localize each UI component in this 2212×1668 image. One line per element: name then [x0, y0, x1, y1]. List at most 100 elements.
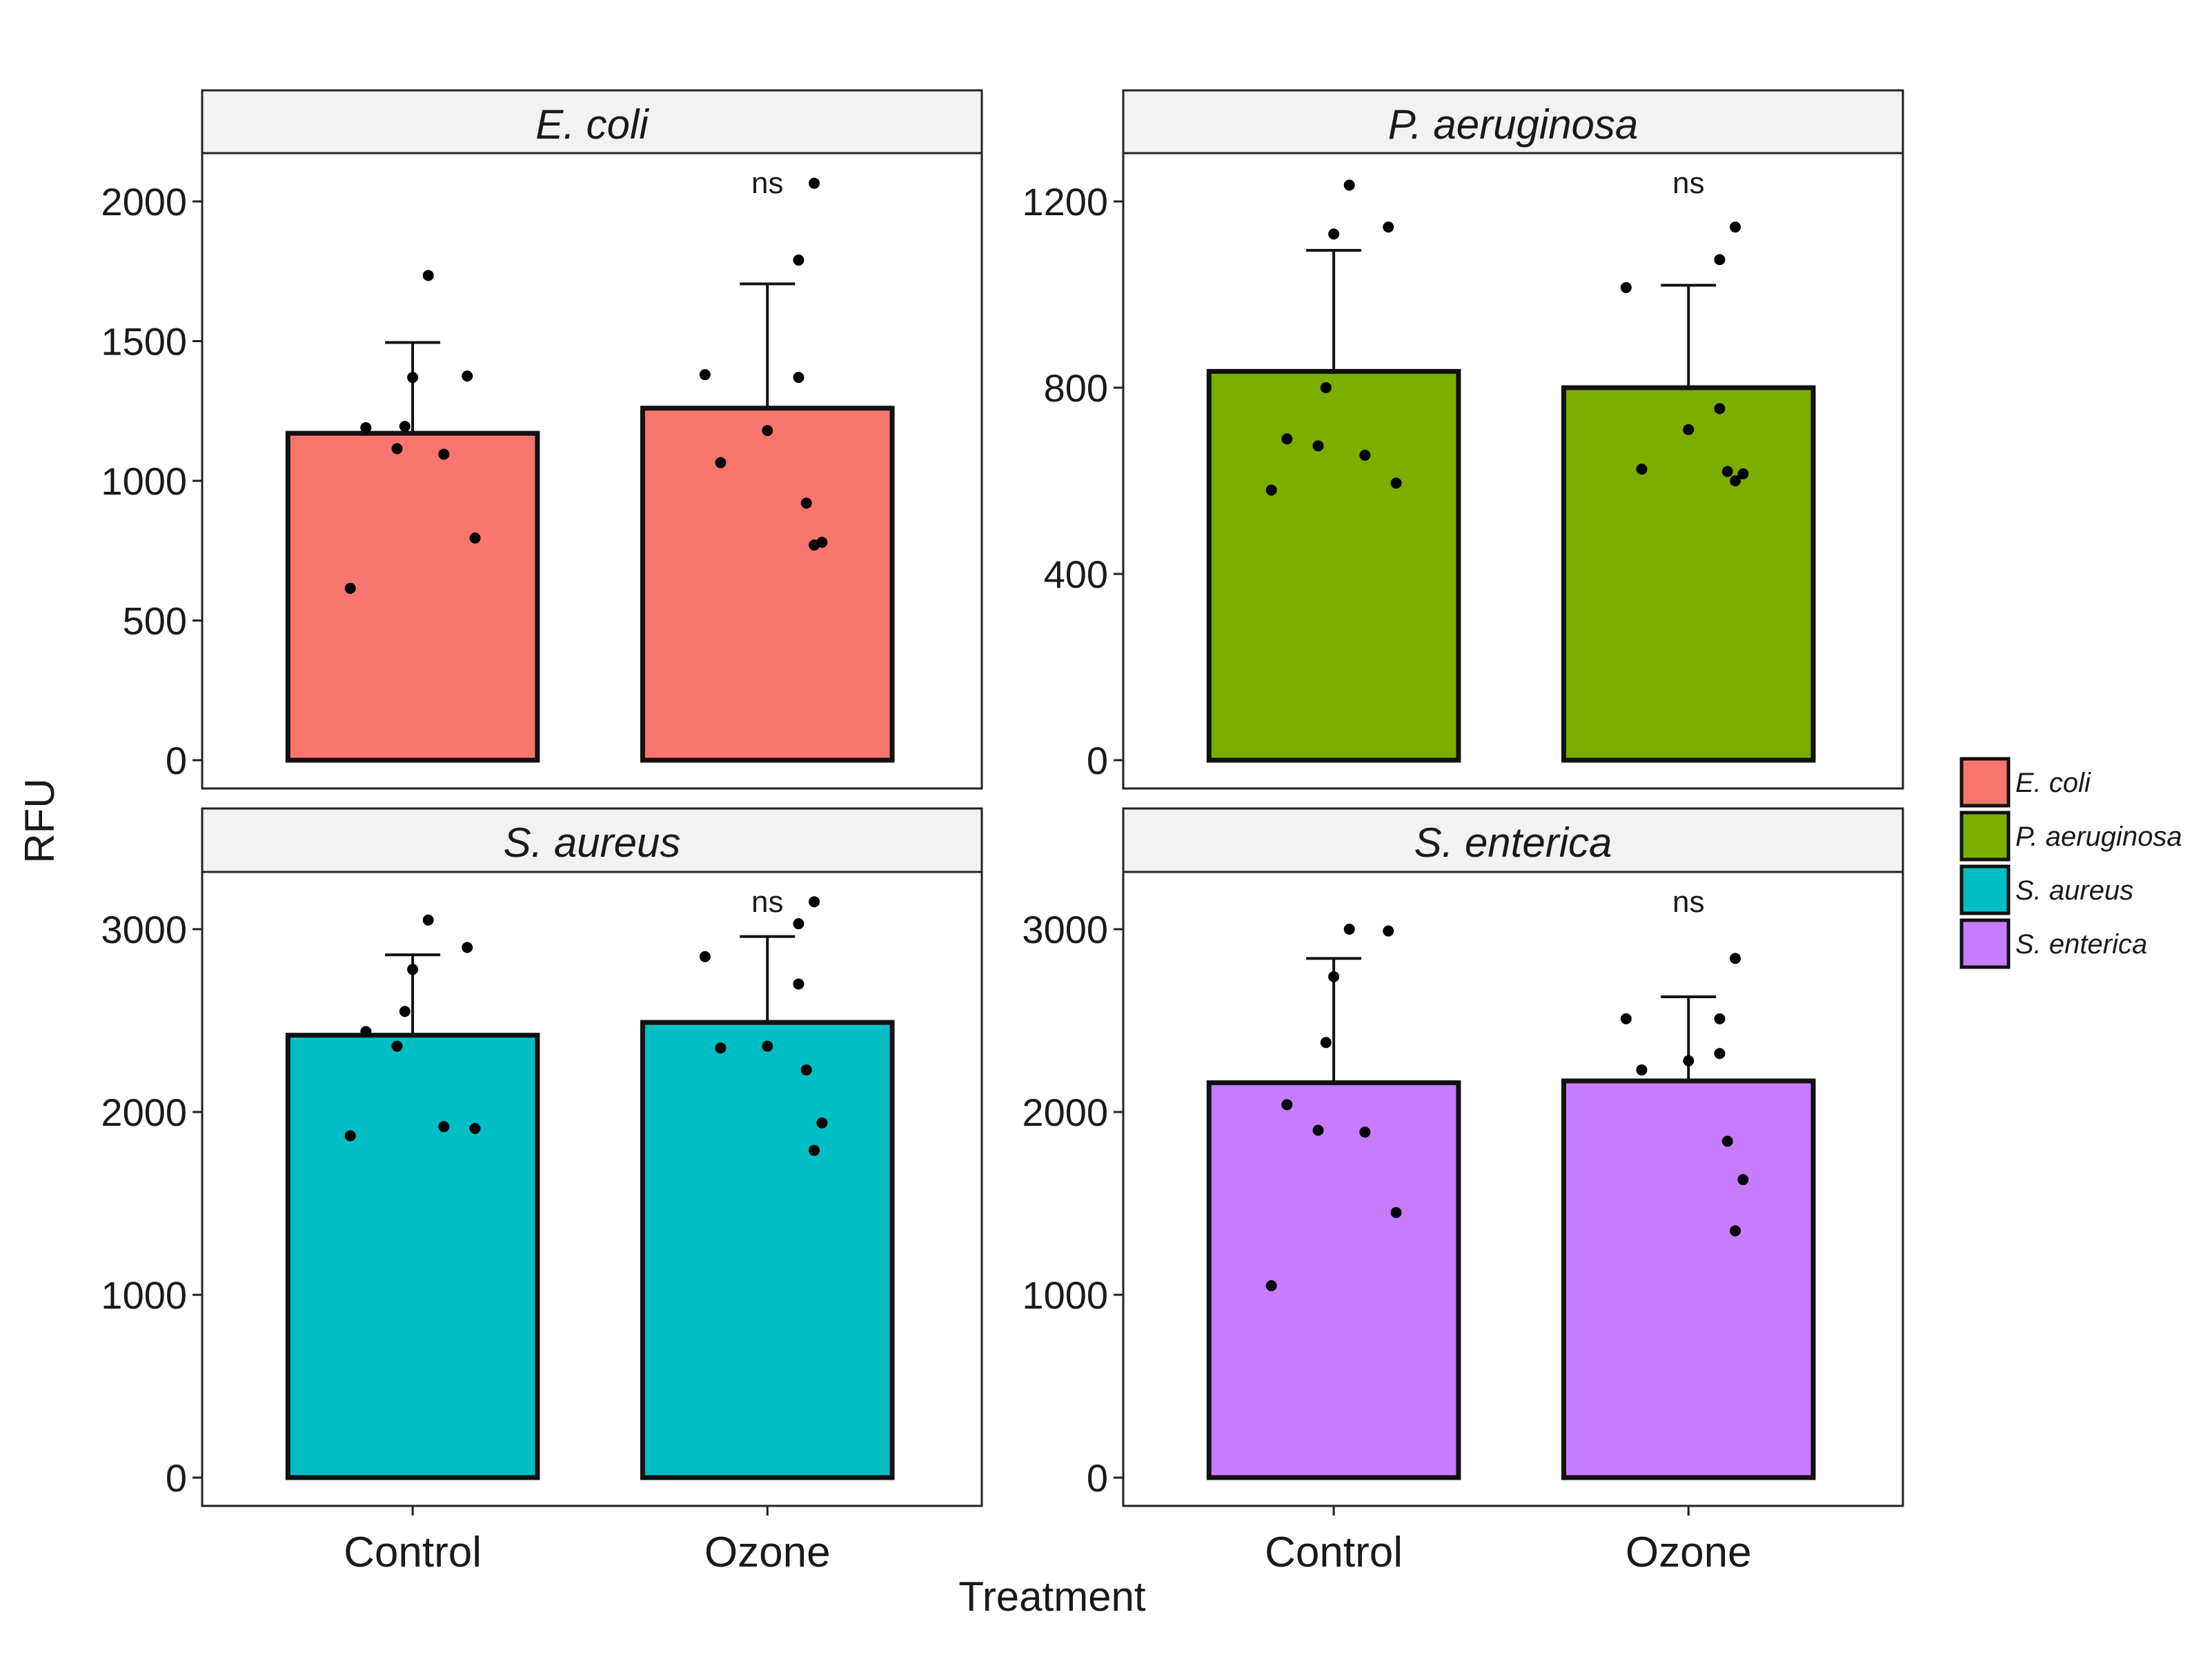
data-point-e-coli-control-1 [344, 582, 356, 594]
data-point-s-aureus-control-9 [422, 914, 434, 926]
data-point-s-aureus-control-7 [407, 964, 419, 975]
data-point-s-enterica-control-5 [1281, 1099, 1293, 1111]
data-point-p-aeruginosa-control-8 [1383, 221, 1394, 233]
plot-root: E. coli 0 500 1000 1500 2000 ns P. aeruginosa 0 4… [101, 89, 1904, 1576]
data-point-p-aeruginosa-control-7 [1328, 228, 1340, 240]
data-point-s-aureus-ozone-4 [715, 1042, 727, 1054]
data-point-e-coli-ozone-5 [762, 425, 773, 437]
y-tick-label-p-aeruginosa-0: 0 [1087, 739, 1108, 782]
data-point-s-enterica-ozone-9 [1730, 953, 1741, 964]
data-point-s-enterica-ozone-2 [1737, 1174, 1749, 1186]
legend: E. coli P. aeruginosa S. aureus S. enterica [1959, 757, 2182, 969]
data-point-s-enterica-control-7 [1328, 971, 1340, 982]
legend-swatch-p-aeruginosa [1959, 811, 2011, 862]
x-tick-label-s-aureus-ozone: Ozone [704, 1529, 831, 1576]
data-point-s-aureus-control-6 [399, 1006, 411, 1017]
data-point-s-aureus-control-8 [462, 942, 473, 953]
x-tick-label-s-enterica-control: Control [1265, 1529, 1403, 1576]
data-point-s-aureus-control-3 [438, 1121, 450, 1133]
data-point-e-coli-ozone-7 [699, 369, 711, 381]
data-point-e-coli-control-5 [360, 422, 372, 434]
data-point-s-aureus-ozone-2 [816, 1117, 828, 1129]
y-tick-label-e-coli-2000: 2000 [101, 180, 187, 224]
significance-label-s-enterica: ns [1672, 885, 1704, 919]
data-point-s-enterica-control-6 [1320, 1037, 1332, 1049]
data-point-e-coli-ozone-3 [800, 497, 812, 509]
data-point-p-aeruginosa-ozone-7 [1620, 281, 1632, 293]
significance-label-s-aureus: ns [751, 885, 783, 919]
y-axis-label: RFU [17, 778, 63, 863]
bar-s-enterica-control [1206, 1080, 1461, 1480]
data-point-s-enterica-ozone-7 [1620, 1013, 1632, 1024]
data-point-s-enterica-control-9 [1343, 924, 1355, 935]
strip-label-e-coli: E. coli [535, 101, 649, 148]
data-point-s-aureus-ozone-1 [809, 1144, 820, 1156]
data-point-s-aureus-control-5 [360, 1026, 372, 1037]
data-point-p-aeruginosa-control-2 [1390, 477, 1402, 489]
data-point-s-aureus-ozone-9 [809, 896, 820, 908]
data-point-s-enterica-ozone-4 [1636, 1064, 1648, 1076]
data-point-s-enterica-control-1 [1265, 1280, 1277, 1291]
facet-e-coli: E. coli 0 500 1000 1500 2000 ns [101, 89, 983, 790]
significance-label-e-coli: ns [751, 166, 783, 200]
x-tick-label-s-aureus-control: Control [344, 1529, 482, 1576]
x-axis-label: Treatment [958, 1573, 1146, 1620]
data-point-s-aureus-control-4 [391, 1040, 403, 1052]
y-tick-label-s-aureus-0: 0 [166, 1456, 187, 1500]
data-point-e-coli-ozone-4 [715, 457, 727, 468]
bar-s-aureus-control [285, 1033, 540, 1480]
data-point-p-aeruginosa-control-9 [1343, 179, 1355, 191]
data-point-s-aureus-control-2 [469, 1122, 481, 1134]
facet-s-enterica: S. enterica 0 1000 2000 3000 Control Ozone ns [1022, 807, 1904, 1576]
data-point-s-enterica-ozone-6 [1714, 1048, 1726, 1060]
bar-e-coli-ozone [640, 406, 895, 763]
strip-p-aeruginosa [1122, 89, 1904, 155]
data-point-s-aureus-control-1 [344, 1130, 356, 1142]
bar-s-enterica-ozone [1561, 1078, 1816, 1480]
y-tick-label-e-coli-500: 500 [123, 599, 187, 643]
data-point-p-aeruginosa-ozone-5 [1683, 424, 1695, 435]
y-tick-label-p-aeruginosa-800: 800 [1044, 366, 1108, 410]
data-point-e-coli-control-7 [407, 372, 419, 384]
data-point-s-enterica-ozone-3 [1721, 1135, 1733, 1147]
bar-p-aeruginosa-ozone [1561, 385, 1816, 763]
data-point-p-aeruginosa-ozone-4 [1636, 464, 1648, 475]
data-point-s-enterica-control-4 [1312, 1124, 1324, 1136]
data-point-s-enterica-ozone-5 [1683, 1055, 1695, 1066]
significance-label-p-aeruginosa: ns [1672, 166, 1704, 200]
y-tick-label-s-aureus-1000: 1000 [101, 1273, 187, 1317]
y-tick-label-e-coli-0: 0 [166, 739, 187, 782]
data-point-p-aeruginosa-control-4 [1312, 440, 1324, 452]
bar-s-aureus-ozone [640, 1020, 895, 1480]
x-tick-label-s-enterica-ozone: Ozone [1626, 1529, 1752, 1576]
data-point-p-aeruginosa-ozone-9 [1730, 221, 1741, 233]
strip-e-coli [201, 89, 983, 155]
data-point-p-aeruginosa-control-3 [1359, 449, 1371, 461]
data-point-e-coli-control-9 [422, 270, 434, 281]
data-point-s-enterica-control-8 [1383, 925, 1394, 937]
data-point-s-aureus-ozone-6 [793, 978, 804, 990]
data-point-s-enterica-ozone-1 [1730, 1225, 1741, 1237]
data-point-s-aureus-ozone-5 [762, 1040, 773, 1052]
legend-label-s-aureus: S. aureus [2015, 875, 2133, 906]
data-point-p-aeruginosa-control-1 [1265, 484, 1277, 496]
data-point-s-enterica-control-2 [1390, 1207, 1402, 1218]
strip-label-p-aeruginosa: P. aeruginosa [1388, 101, 1639, 148]
y-tick-label-s-enterica-1000: 1000 [1022, 1273, 1108, 1317]
legend-label-p-aeruginosa: P. aeruginosa [2015, 822, 2182, 852]
data-point-e-coli-control-2 [469, 533, 481, 544]
data-point-e-coli-control-4 [391, 443, 403, 455]
legend-label-s-enterica: S. enterica [2015, 929, 2147, 960]
legend-swatch-s-enterica [1959, 918, 2011, 969]
data-point-s-aureus-ozone-3 [800, 1064, 812, 1076]
data-point-e-coli-control-6 [399, 421, 411, 433]
data-point-p-aeruginosa-ozone-3 [1721, 466, 1733, 477]
y-tick-label-s-enterica-2000: 2000 [1022, 1091, 1108, 1134]
data-point-s-enterica-ozone-8 [1714, 1013, 1726, 1024]
data-point-p-aeruginosa-ozone-2 [1737, 468, 1749, 479]
y-tick-label-s-aureus-2000: 2000 [101, 1091, 187, 1134]
strip-label-s-aureus: S. aureus [504, 820, 681, 866]
data-point-p-aeruginosa-ozone-6 [1714, 403, 1726, 415]
facet-p-aeruginosa: P. aeruginosa 0 400 800 1200 ns [1022, 89, 1904, 790]
data-point-s-enterica-control-3 [1359, 1126, 1371, 1138]
